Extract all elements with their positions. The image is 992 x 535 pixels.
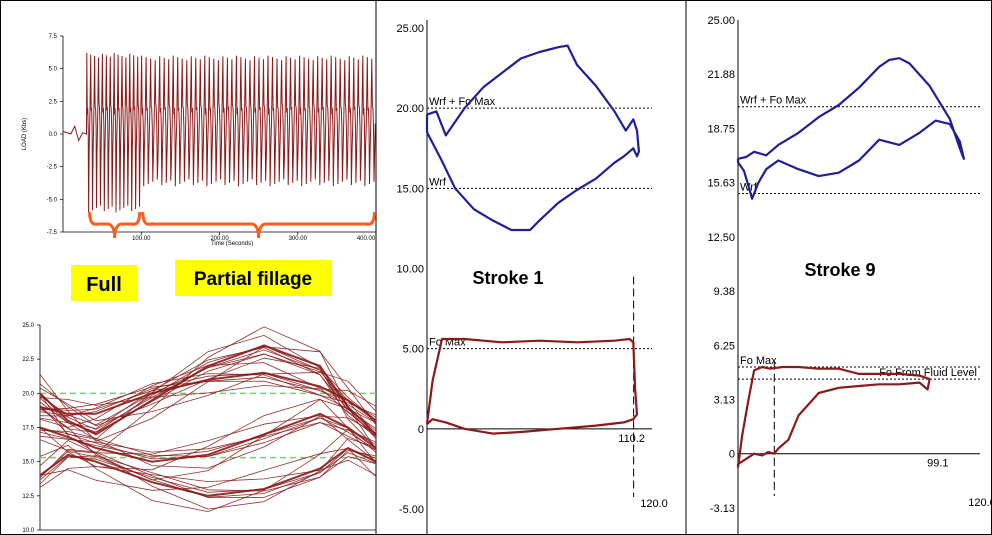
full-callout-box — [71, 265, 137, 301]
stroke-marker-label: 99.1 — [927, 458, 948, 470]
load-y-tick-label: 7.5 — [49, 34, 58, 40]
stroke-marker-label: 110.2 — [618, 433, 645, 445]
stroke-y-tick-label: 9.38 — [714, 286, 735, 298]
stroke-reference-label: Wrf + Fo Max — [429, 96, 496, 108]
overlay-card-line — [39, 384, 377, 407]
overlay-card-line — [39, 353, 377, 437]
overlay-y-tick-label: 10.0 — [22, 528, 34, 534]
overlay-card-line — [39, 399, 377, 481]
stroke-y-tick-label: 15.63 — [707, 178, 735, 190]
overlay-cards-chart: 25.0 22.5 20.0 17.5 15.0 12.5 10.0 — [22, 323, 377, 534]
stroke-y-tick-label: 10.00 — [396, 264, 424, 276]
stroke-y-tick-label: -5.00 — [399, 504, 424, 516]
overlay-y-tick-label: 17.5 — [22, 426, 34, 432]
stroke-y-tick-label: 5.00 — [403, 344, 424, 356]
stroke-y-tick-label: 12.50 — [707, 232, 735, 244]
stroke1-title: Stroke 1 — [472, 268, 543, 288]
load-y-tick-label: 0.0 — [49, 132, 58, 138]
overlay-y-tick-label: 12.5 — [22, 494, 34, 500]
stroke-y-tick-label: 3.13 — [714, 394, 735, 406]
overlay-card-line — [39, 448, 377, 498]
partial-callout-text: Partial fillage — [194, 269, 312, 290]
stroke-y-tick-label: 21.88 — [707, 69, 735, 81]
load-y-axis-label: LOAD (Kbs) — [22, 118, 28, 150]
load-x-tick-label: 200.00 — [210, 236, 229, 242]
load-time-chart: 7.5 5.0 2.5 0.0 -2.5 -5.0 -7.5 100.00 200.00 300… — [22, 34, 377, 301]
full-bracket — [88, 211, 142, 239]
overlay-card-line — [39, 428, 377, 513]
stroke-y-tick-label: 15.00 — [396, 183, 424, 195]
overlay-card-line — [39, 415, 377, 469]
overlay-card-line — [39, 353, 377, 430]
overlay-y-tick-label: 22.5 — [22, 357, 34, 363]
stroke-x-end-label: 120.0 — [640, 498, 668, 510]
surface-card-line — [425, 44, 641, 232]
stroke-y-tick-label: 6.25 — [714, 340, 735, 352]
load-y-tick-label: -5.0 — [47, 197, 58, 203]
stroke-reference-label: Wrf + Fo Max — [740, 95, 807, 107]
stroke-y-tick-label: 0 — [418, 424, 424, 436]
partial-fillage-bracket — [141, 211, 376, 239]
load-y-tick-label: -2.5 — [47, 165, 58, 171]
stroke-1-chart: 25.00 20.00 15.00 10.00 5.00 0 -5.00 120.0 Wrf … — [396, 20, 668, 535]
stroke-y-tick-label: 20.00 — [396, 103, 424, 115]
surface-card-line — [736, 57, 966, 200]
load-x-tick-label: 100.00 — [132, 236, 151, 242]
overlay-card-line — [39, 371, 377, 422]
stroke9-title: Stroke 9 — [804, 260, 875, 280]
downhole-card-line — [736, 365, 931, 468]
load-y-tick-label: 5.0 — [49, 67, 58, 73]
stroke-y-tick-label: 18.75 — [707, 123, 735, 135]
overlay-card-line — [39, 380, 377, 416]
overlay-y-tick-label: 25.0 — [22, 323, 34, 329]
overlay-card-line — [39, 447, 377, 491]
load-x-tick-label: 300.00 — [289, 236, 308, 242]
load-x-axis-label: Time (Seconds) — [211, 241, 253, 247]
overlay-y-tick-label: 20.0 — [22, 391, 34, 397]
stroke-y-tick-label: 25.00 — [707, 15, 735, 27]
stroke-y-tick-label: 25.00 — [396, 23, 424, 35]
stroke-reference-label: Wrf — [429, 176, 447, 188]
stroke-reference-label: Fo From Fluid Level — [879, 367, 977, 379]
stroke-x-end-label: 120.0 — [968, 497, 992, 509]
load-y-tick-label: 2.5 — [49, 99, 58, 105]
overlay-card-line — [39, 422, 377, 457]
stroke-y-tick-label: -3.13 — [710, 503, 735, 515]
stroke-9-chart: 25.00 21.88 18.75 15.63 12.50 9.38 6.25 3.13 0 -3… — [707, 15, 992, 535]
overlay-card-line — [39, 371, 377, 422]
load-y-tick-label: -7.5 — [47, 230, 58, 236]
stroke-reference-label: Fo Max — [740, 355, 777, 367]
load-x-tick-label: 400.00 — [357, 236, 376, 242]
overlay-card-line — [39, 344, 377, 436]
full-callout-text: Full — [86, 274, 122, 296]
overlay-y-tick-label: 15.0 — [22, 460, 34, 466]
stroke-y-tick-label: 0 — [729, 449, 735, 461]
load-trace-line — [62, 52, 376, 213]
overlay-card-line — [39, 437, 377, 510]
partial-callout-box — [175, 260, 332, 296]
downhole-card-line — [425, 337, 639, 435]
